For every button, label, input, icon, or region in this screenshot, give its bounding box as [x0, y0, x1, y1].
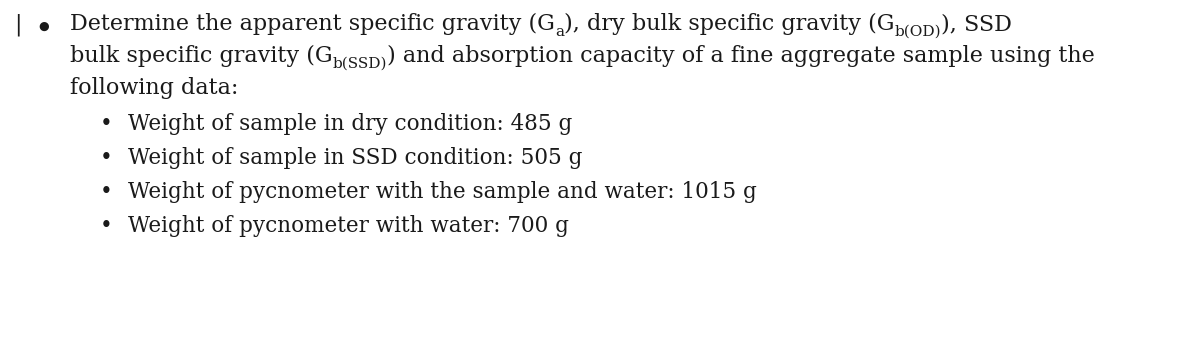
Text: ) and absorption capacity of a fine aggregate sample using the: ) and absorption capacity of a fine aggr…: [388, 45, 1094, 67]
Text: b(SSD): b(SSD): [332, 57, 388, 71]
Text: following data:: following data:: [70, 77, 239, 99]
Text: Determine the apparent specific gravity (G: Determine the apparent specific gravity …: [70, 13, 554, 35]
Text: ), SSD: ), SSD: [941, 13, 1012, 35]
Text: ●: ●: [38, 20, 49, 33]
Text: •: •: [100, 215, 113, 237]
Text: |: |: [14, 13, 22, 36]
Text: Weight of sample in SSD condition: 505 g: Weight of sample in SSD condition: 505 g: [128, 147, 582, 169]
Text: b(OD): b(OD): [894, 25, 941, 39]
Text: Weight of pycnometer with water: 700 g: Weight of pycnometer with water: 700 g: [128, 215, 569, 237]
Text: •: •: [100, 147, 113, 169]
Text: •: •: [100, 181, 113, 203]
Text: Weight of sample in dry condition: 485 g: Weight of sample in dry condition: 485 g: [128, 113, 572, 135]
Text: bulk specific gravity (G: bulk specific gravity (G: [70, 45, 332, 67]
Text: •: •: [100, 113, 113, 135]
Text: a: a: [554, 25, 564, 39]
Text: Weight of pycnometer with the sample and water: 1015 g: Weight of pycnometer with the sample and…: [128, 181, 757, 203]
Text: ), dry bulk specific gravity (G: ), dry bulk specific gravity (G: [564, 13, 894, 35]
